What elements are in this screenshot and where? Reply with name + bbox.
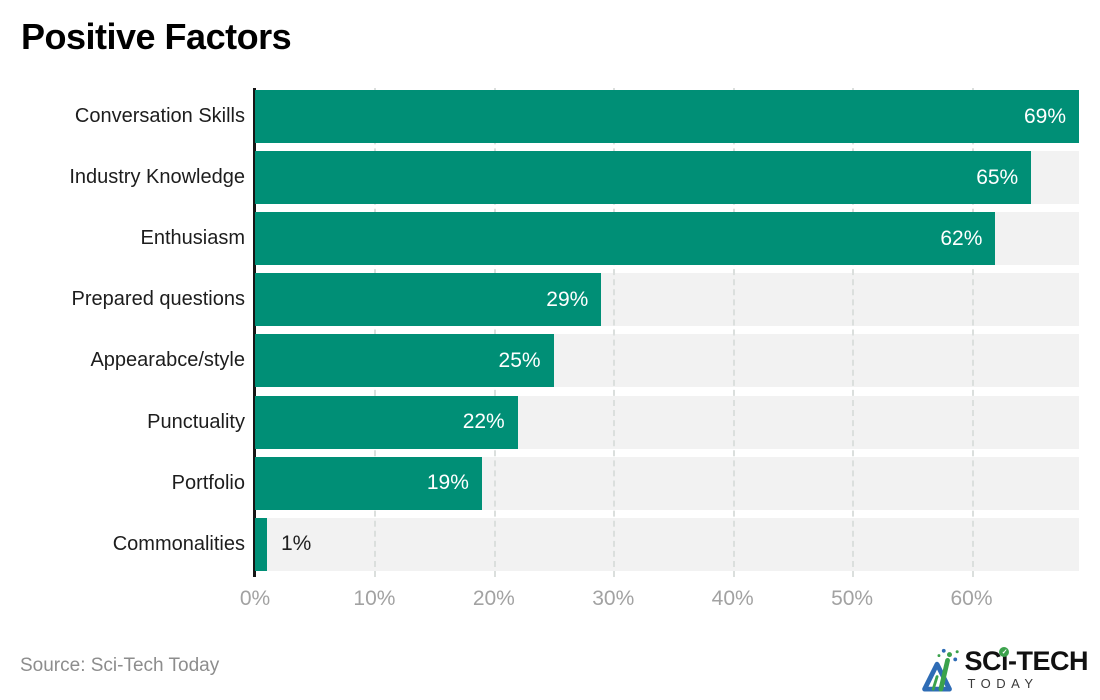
gridline-40 (732, 88, 735, 577)
y-axis-line (253, 88, 256, 577)
logo-text: SC ı ✓ -TECH TODAY (964, 646, 1089, 691)
gridline-30 (613, 88, 616, 577)
category-label: Punctuality (147, 410, 245, 433)
bar-track: 29% (255, 273, 1079, 327)
category-label: Appearabce/style (90, 349, 245, 372)
x-tick-label: 60% (950, 587, 993, 610)
bar-track: 22% (255, 395, 1079, 449)
x-tick-label: 50% (831, 587, 874, 610)
x-tick-label: 20% (472, 587, 515, 610)
gridline-60 (971, 88, 974, 577)
bar: 65% (255, 151, 1032, 205)
logo-brand-name: SC ı ✓ -TECH (964, 646, 1089, 676)
bar-value: 1% (280, 532, 312, 556)
bar-value: 22% (462, 410, 505, 433)
x-tick-label: 10% (353, 587, 396, 610)
bar-value: 62% (940, 226, 983, 250)
chart-title: Positive Factors (21, 16, 292, 57)
bar-track: 25% (255, 334, 1079, 388)
bar-track: 65% (255, 151, 1079, 205)
x-tick-label: 30% (592, 587, 635, 610)
bar-rows: 69% 65% 62% 29% 25% 22% 19% 1% (255, 88, 1079, 577)
bar-value: 29% (546, 287, 589, 311)
bar: 29% (255, 273, 602, 327)
category-label: Conversation Skills (74, 105, 245, 127)
category-label: Commonalities (112, 532, 245, 555)
logo-brand-sub: TODAY (967, 676, 1039, 691)
bar: 62% (255, 212, 996, 266)
bar-value: 19% (426, 471, 469, 495)
gridline-50 (852, 88, 855, 577)
bar-track: 69% (255, 90, 1079, 143)
bar: 25% (255, 334, 554, 388)
bar-track: 62% (255, 212, 1079, 266)
bar-value: 25% (498, 348, 541, 372)
x-tick-label: 0% (239, 587, 271, 610)
bar-value: 65% (976, 165, 1019, 189)
category-label: Prepared questions (71, 288, 245, 311)
source-note: Source: Sci-Tech Today (20, 655, 220, 676)
gridline-20 (493, 88, 496, 577)
bar: 19% (255, 456, 482, 510)
category-label: Portfolio (171, 471, 245, 494)
category-labels: Conversation Skills Industry Knowledge Ent… (0, 88, 255, 577)
gridlines (253, 88, 1079, 577)
brand-logo: SC ı ✓ -TECH TODAY (915, 645, 1089, 693)
logo-icon (922, 648, 960, 692)
logo-brand-i: ı ✓ (999, 646, 1010, 676)
logo-check-icon: ✓ (999, 647, 1010, 657)
category-label: Industry Knowledge (69, 166, 245, 189)
x-axis-ticks: 0% 10% 20% 30% 40% 50% 60% (0, 587, 1100, 617)
x-tick-label: 40% (711, 587, 754, 610)
bar: 22% (255, 395, 518, 449)
bar: 69% (255, 90, 1079, 143)
bar-track: 1% (255, 517, 1079, 571)
logo-brand-right: -TECH (1008, 646, 1089, 676)
logo-brand-left: SC (964, 646, 1001, 676)
bar-track: 19% (255, 456, 1079, 510)
bar-value: 69% (1023, 104, 1066, 128)
bar (255, 517, 267, 571)
category-label: Enthusiasm (140, 227, 246, 250)
gridline-10 (374, 88, 377, 577)
